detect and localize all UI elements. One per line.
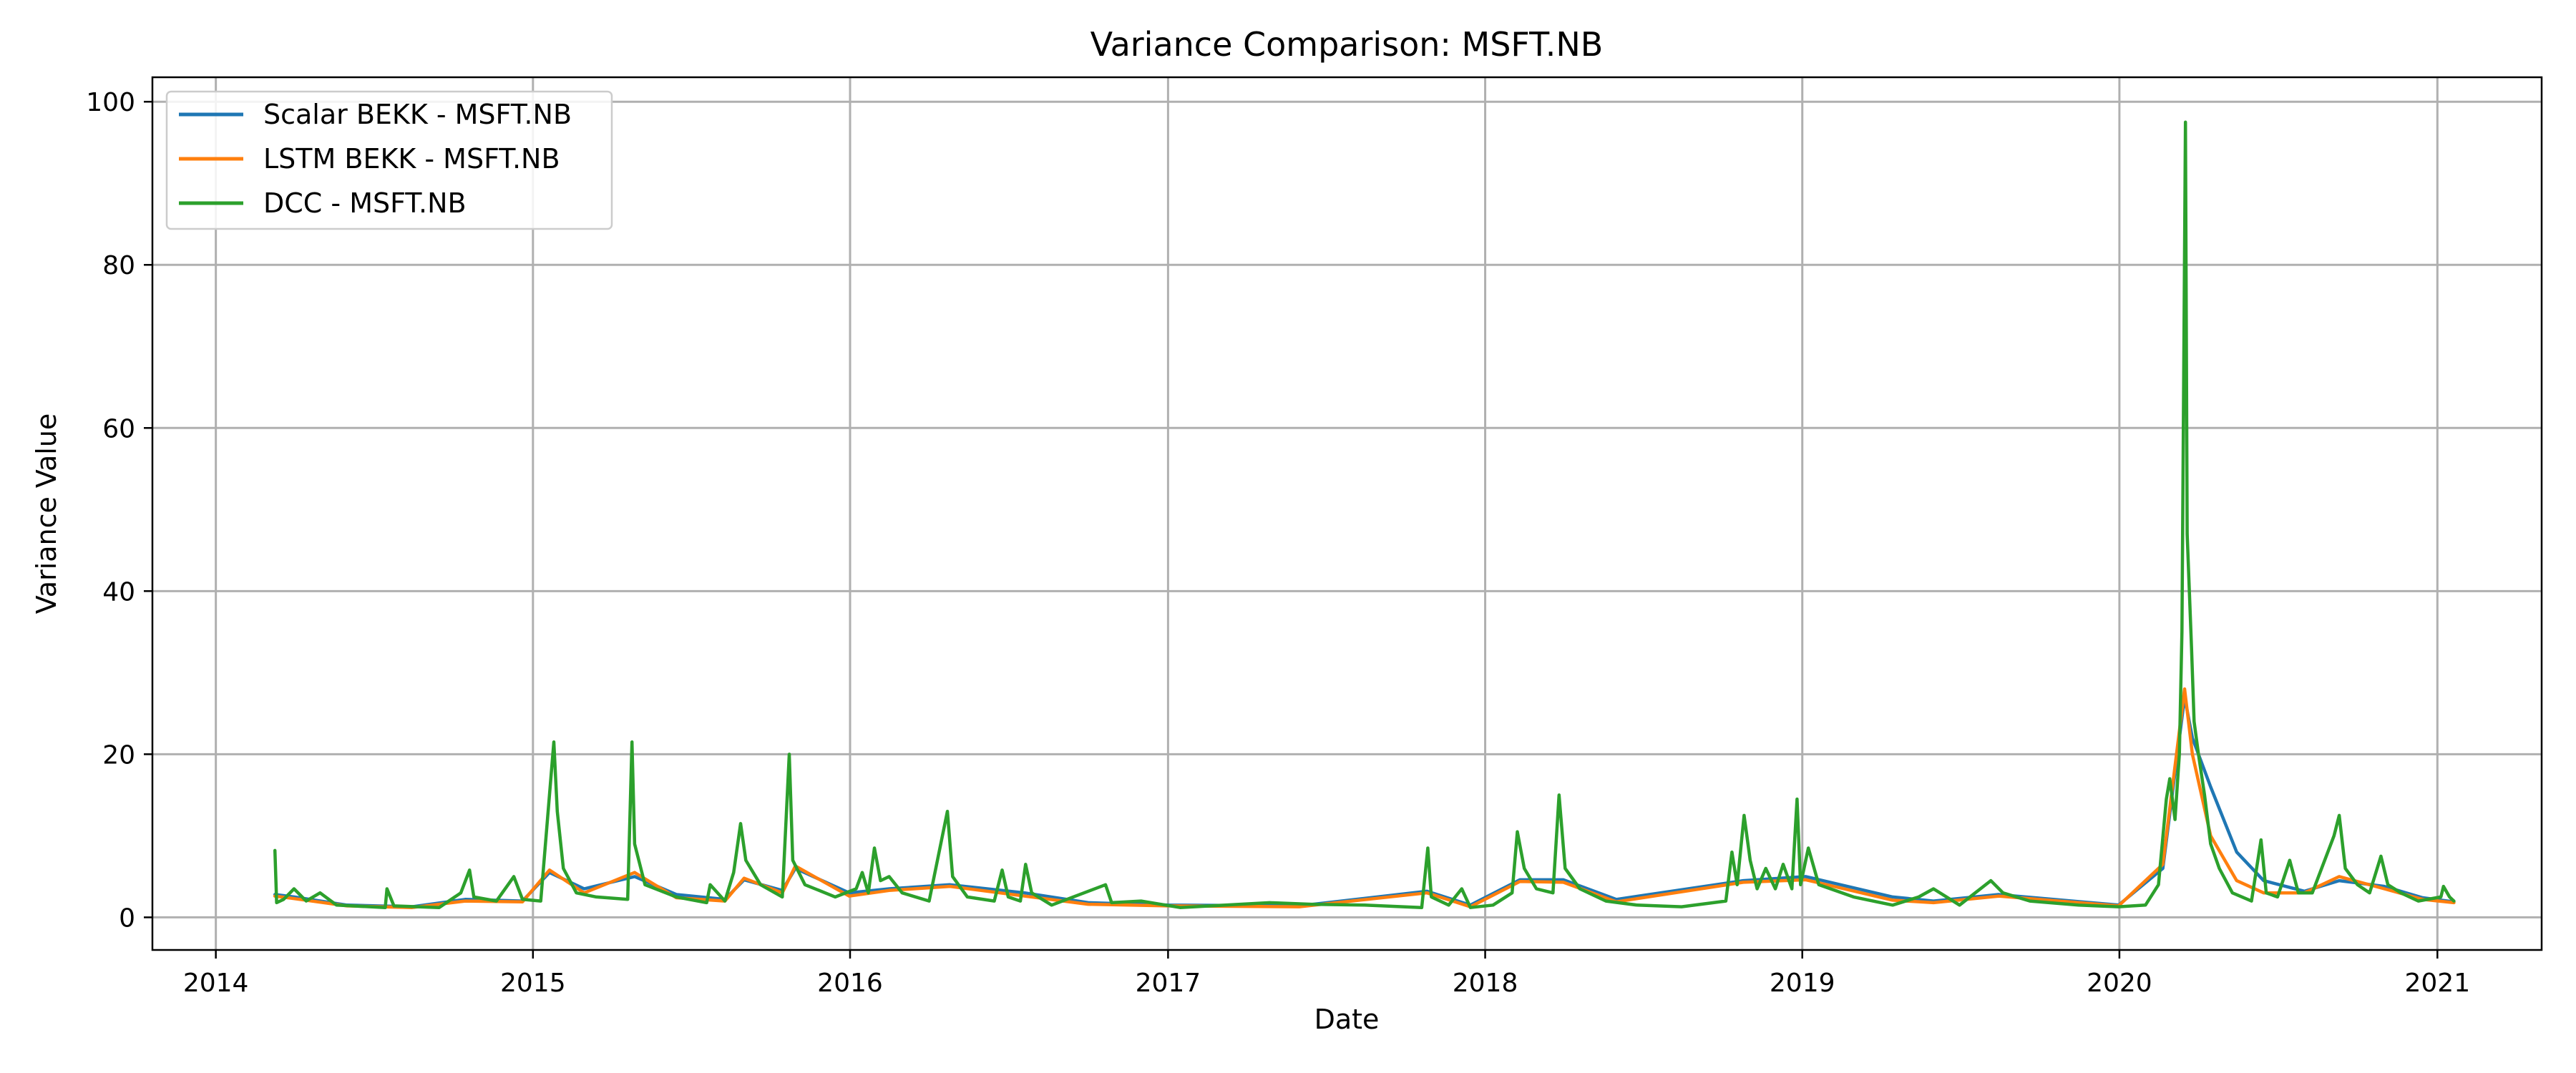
legend-box bbox=[165, 90, 613, 230]
y-tick-label: 80 bbox=[102, 251, 135, 280]
x-tick-label: 2021 bbox=[2404, 969, 2470, 998]
x-tick-label: 2019 bbox=[1770, 969, 1835, 998]
x-tick-label: 2015 bbox=[500, 969, 566, 998]
x-tick-label: 2018 bbox=[1453, 969, 1518, 998]
x-axis-label: Date bbox=[1314, 1004, 1380, 1035]
legend: Scalar BEKK - MSFT.NB LSTM BEKK - MSFT.NB… bbox=[165, 90, 613, 230]
legend-label-0: Scalar BEKK - MSFT.NB bbox=[263, 99, 572, 130]
legend-label-2: DCC - MSFT.NB bbox=[263, 187, 467, 219]
y-tick-label: 0 bbox=[119, 903, 135, 933]
x-tick-label: 2016 bbox=[817, 969, 883, 998]
y-tick-label: 20 bbox=[102, 740, 135, 770]
x-tick-label: 2020 bbox=[2087, 969, 2152, 998]
x-tick-label: 2014 bbox=[183, 969, 249, 998]
grid-lines bbox=[152, 77, 2542, 950]
y-tick-label: 100 bbox=[86, 88, 135, 117]
series-line-2 bbox=[273, 120, 2456, 909]
series-line-0 bbox=[273, 695, 2456, 908]
series-lines bbox=[273, 120, 2456, 909]
y-axis-label: Variance Value bbox=[31, 413, 62, 614]
chart-title: Variance Comparison: MSFT.NB bbox=[1091, 25, 1604, 64]
y-axis-ticks: 0 20 40 60 80 100 bbox=[86, 88, 152, 933]
y-tick-label: 60 bbox=[102, 414, 135, 444]
x-tick-label: 2017 bbox=[1136, 969, 1201, 998]
y-tick-label: 40 bbox=[102, 577, 135, 607]
plot-frame bbox=[151, 76, 2543, 951]
legend-label-1: LSTM BEKK - MSFT.NB bbox=[263, 143, 560, 175]
x-axis-ticks: 2014 2015 2016 2017 2018 2019 2020 2021 bbox=[183, 950, 2470, 998]
